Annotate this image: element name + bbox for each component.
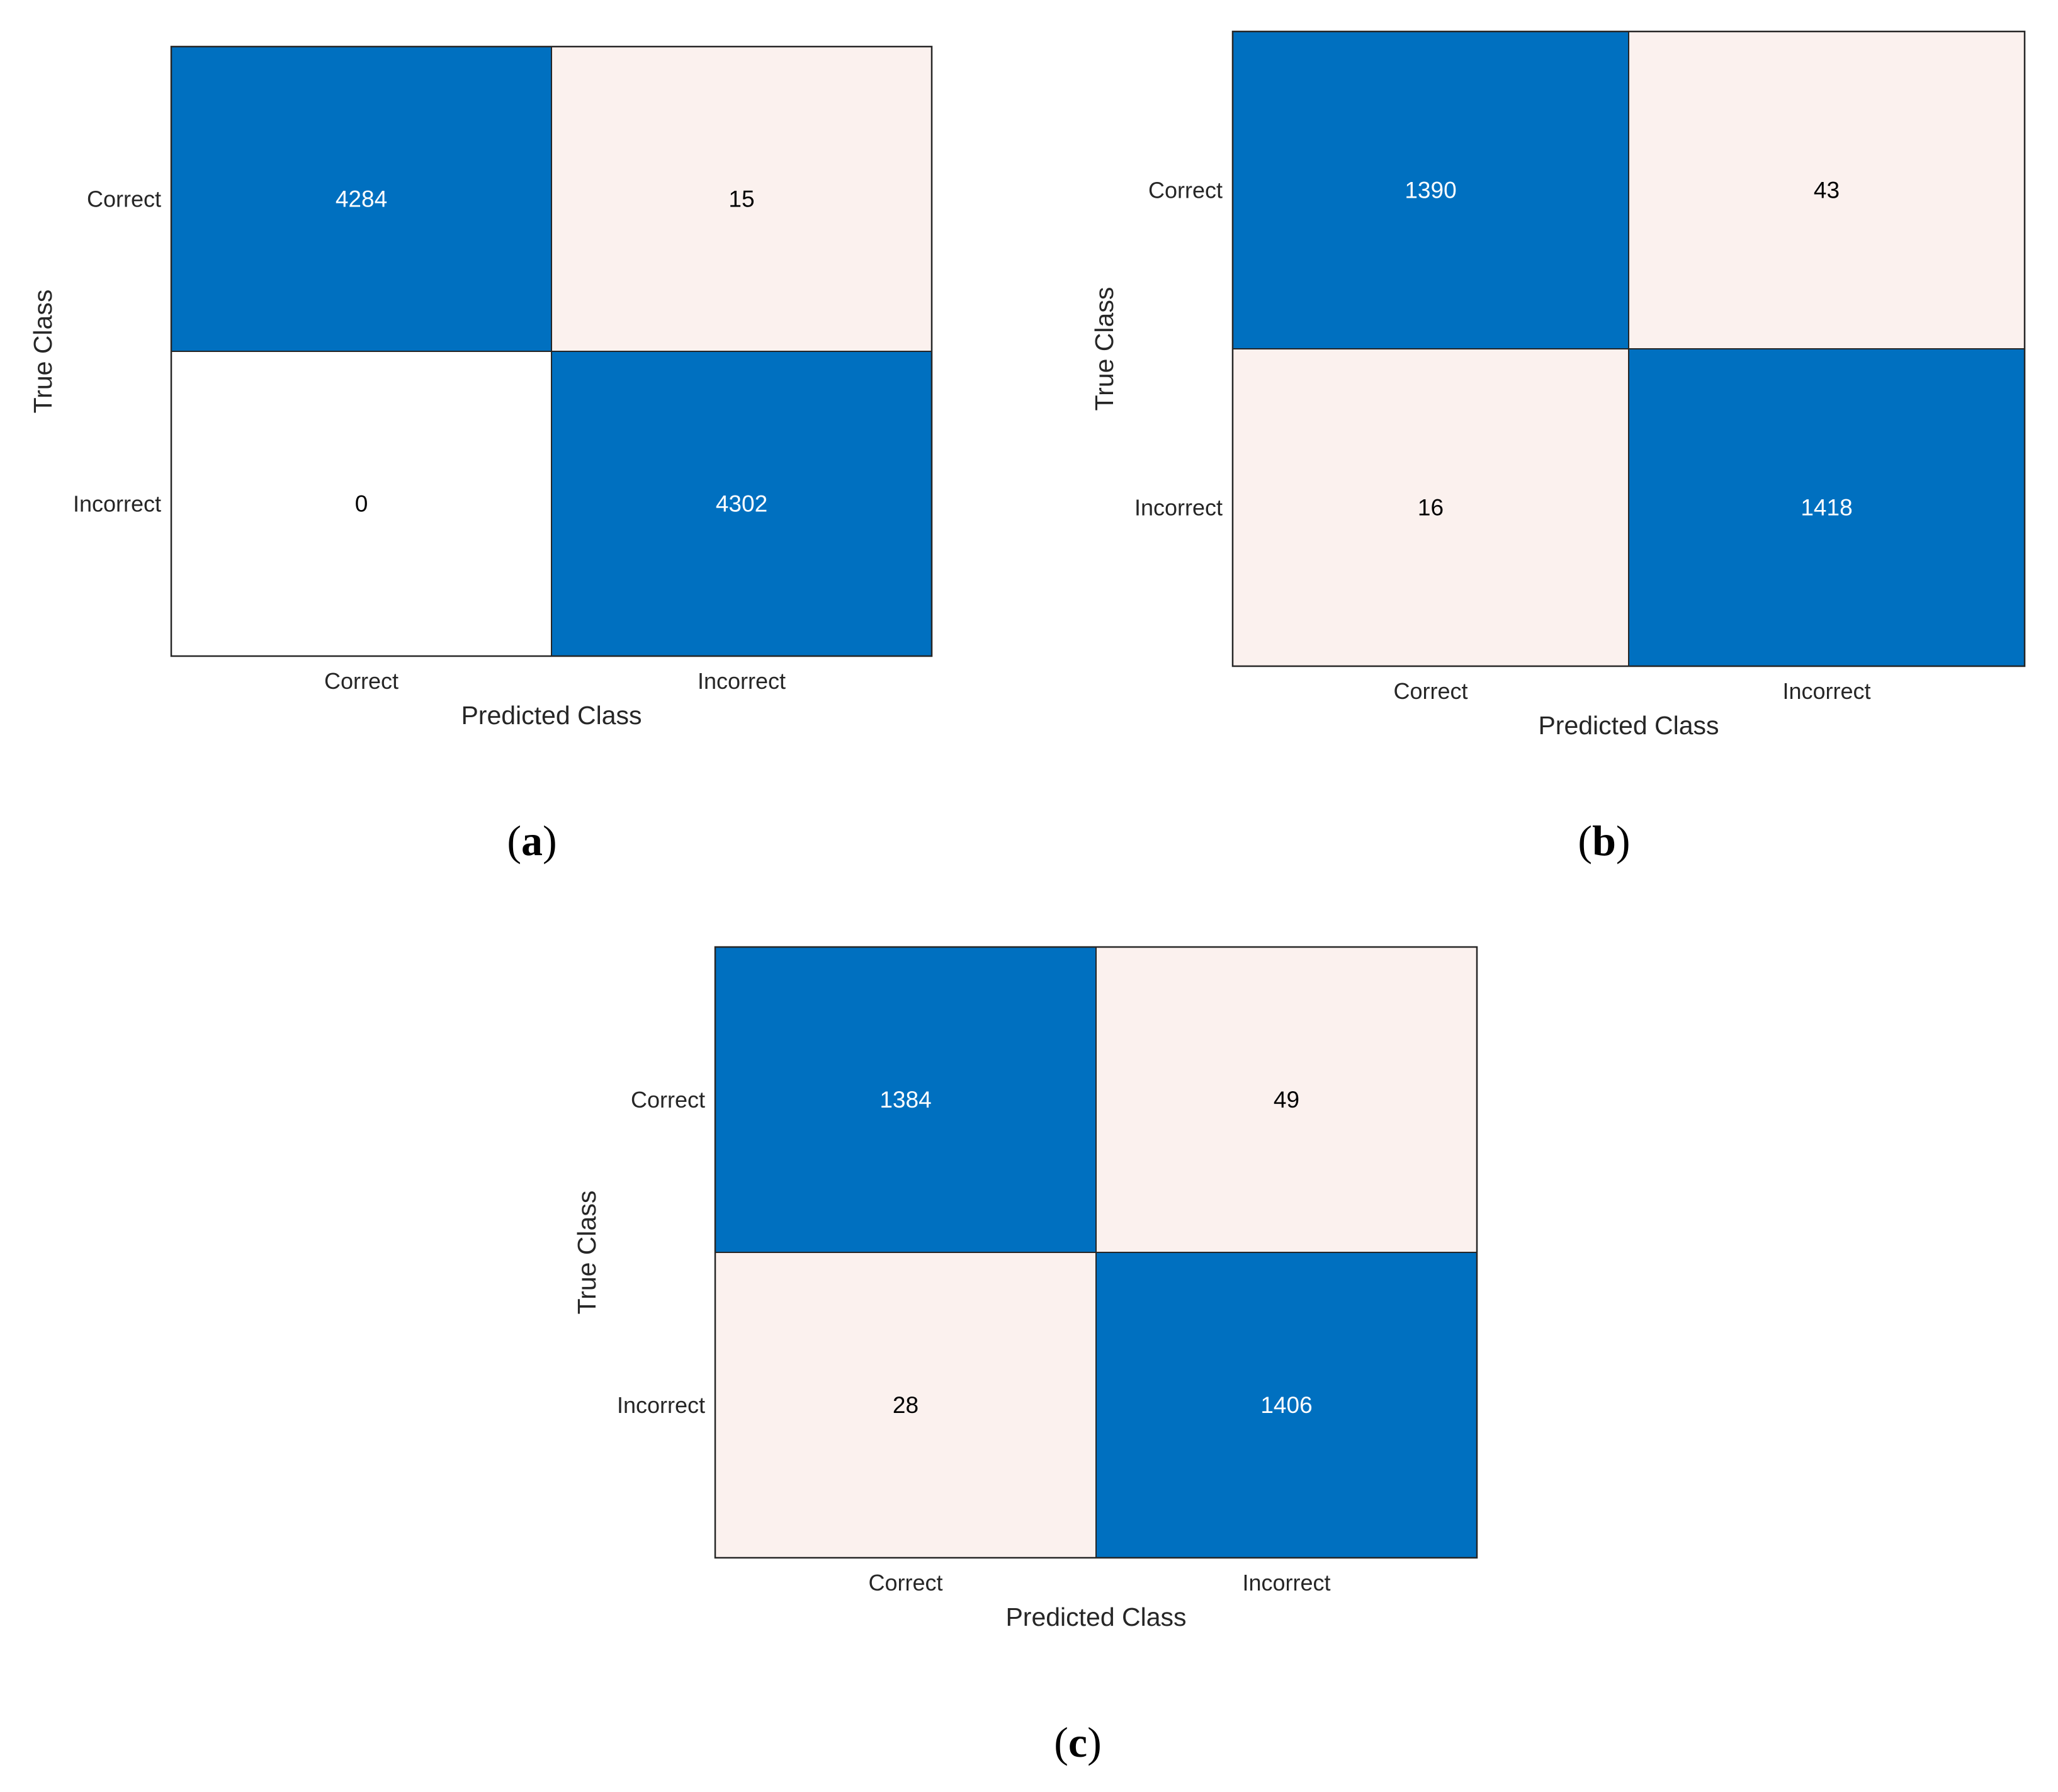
x-axis-title: Predicted Class	[461, 701, 642, 730]
panel-caption: (a)	[507, 817, 557, 865]
x-tick-label: Correct	[868, 1570, 942, 1596]
y-tick-label: Incorrect	[1134, 495, 1223, 521]
matrix-cell	[715, 1252, 1097, 1558]
y-tick-label: Incorrect	[73, 491, 161, 517]
matrix-border	[714, 946, 1478, 1559]
panel-caption: (c)	[1054, 1718, 1102, 1766]
cell-value-label: 0	[355, 491, 368, 517]
cell-value-label: 1390	[1405, 178, 1456, 203]
matrix-cell	[715, 946, 1097, 1253]
cell-value-label: 28	[893, 1392, 919, 1418]
x-tick-label: Correct	[324, 668, 399, 694]
cell-value-label: 15	[728, 186, 754, 212]
x-axis-title: Predicted Class	[1005, 1602, 1186, 1631]
matrix-cell	[1628, 348, 2025, 667]
cell-value-label: 49	[1274, 1087, 1299, 1113]
cell-value-label: 1406	[1260, 1392, 1312, 1418]
matrix-border	[1231, 30, 2026, 667]
cell-value-label: 16	[1418, 495, 1444, 521]
x-tick-label: Incorrect	[1242, 1570, 1330, 1596]
x-tick-label: Incorrect	[698, 668, 786, 694]
matrix-cell	[171, 46, 552, 352]
confusion-matrix-c: 1384 49 28 1406 Correct Incorrect Correct Incor…	[572, 946, 1478, 1766]
x-tick-label: Correct	[1393, 678, 1467, 704]
y-tick-label: Correct	[1148, 178, 1223, 203]
cell-value-label: 4302	[716, 491, 767, 517]
matrix-cell	[1095, 946, 1478, 1253]
matrix-border	[170, 45, 933, 657]
y-tick-label: Incorrect	[617, 1392, 705, 1418]
matrix-cell	[1628, 31, 2025, 349]
confusion-matrix-b: 1390 43 16 1418 Correct Incorrect Correct Incor…	[1090, 30, 2026, 865]
matrix-cell	[171, 351, 552, 657]
matrix-cell	[1095, 1252, 1478, 1558]
y-axis-title: True Class	[1090, 287, 1119, 411]
y-tick-label: Correct	[631, 1087, 705, 1113]
y-axis-title: True Class	[572, 1191, 601, 1315]
matrix-cell	[551, 351, 932, 657]
confusion-matrix-a: 4284 15 0 4302 Correct Incorrect Correct Incorr…	[28, 45, 933, 865]
cell-value-label: 1418	[1801, 495, 1852, 521]
matrix-cell	[1232, 348, 1629, 667]
panel-caption: (b)	[1578, 817, 1630, 865]
cell-value-label: 4284	[336, 186, 387, 212]
matrix-cell	[551, 46, 932, 352]
cell-value-label: 1384	[879, 1087, 931, 1113]
x-tick-label: Incorrect	[1782, 678, 1870, 704]
y-tick-label: Correct	[87, 186, 161, 212]
cell-value-label: 43	[1814, 178, 1840, 203]
x-axis-title: Predicted Class	[1538, 711, 1719, 740]
y-axis-title: True Class	[28, 290, 57, 414]
